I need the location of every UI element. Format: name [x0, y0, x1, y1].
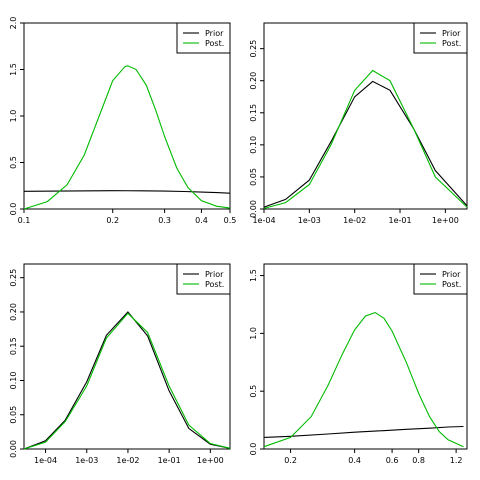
series-line-post [263, 69, 468, 209]
x-tick-label: 0.1 [18, 216, 31, 225]
y-tick-label: 0.10 [249, 136, 258, 154]
x-tick-label: 1e-03 [298, 216, 321, 225]
legend-box [413, 263, 468, 295]
x-tick-label: 0.6 [386, 456, 399, 465]
x-tick-label: 1e-01 [158, 456, 181, 465]
plot-box [263, 22, 468, 210]
legend-box [413, 22, 468, 54]
plot-box [263, 263, 468, 450]
legend-label: Post. [205, 280, 224, 289]
y-tick-label: 0.15 [9, 337, 18, 355]
y-tick-label: 0.05 [9, 406, 18, 424]
y-tick-label: 0.25 [249, 40, 258, 58]
x-tick-label: 1e+00 [432, 216, 459, 225]
legend-label: Post. [442, 39, 461, 48]
legend-label: Post. [205, 39, 224, 48]
x-tick-label: 1e-03 [75, 456, 98, 465]
x-tick-label: 0.5 [224, 216, 237, 225]
legend-label: Post. [442, 280, 461, 289]
x-tick-label: 0.3 [158, 216, 171, 225]
legend-label: Prior [442, 29, 461, 38]
y-tick-label: 0.20 [249, 72, 258, 90]
x-tick-label: 0.2 [284, 456, 297, 465]
y-tick-label: 0.5 [249, 385, 258, 398]
series-line-post [23, 65, 231, 210]
y-tick-label: 0.10 [9, 372, 18, 390]
chart-panel-2: 1e-04 1e-03 1e-02 1e-01 1e+00 0.00 0.05 0.10 0.1… [249, 22, 468, 225]
y-tick-label: 0.00 [9, 440, 18, 458]
legend-box [176, 22, 231, 54]
y-tick-label: 0.05 [249, 168, 258, 186]
x-tick-label: 0.4 [348, 456, 361, 465]
series-line-prior [23, 311, 231, 450]
x-tick-label: 1e-04 [34, 456, 57, 465]
x-tick-label: 1.2 [450, 456, 463, 465]
x-tick-label: 1e-02 [343, 216, 366, 225]
chart-panel-3: 1e-04 1e-03 1e-02 1e-01 1e+00 0.00 0.05 0.10 0.1… [9, 263, 231, 465]
legend-box [176, 263, 231, 295]
x-tick-label: 0.4 [195, 216, 208, 225]
y-tick-label: 0.0 [249, 443, 258, 456]
y-tick-label: 0.5 [9, 156, 18, 169]
plot-box [23, 263, 231, 450]
legend-label: Prior [205, 29, 224, 38]
series-line-prior [23, 190, 231, 194]
y-tick-label: 1.5 [9, 63, 18, 76]
y-tick-label: 0.25 [9, 269, 18, 287]
x-tick-label: 1e+00 [197, 456, 224, 465]
y-tick-label: 1.0 [249, 327, 258, 340]
y-tick-label: 1.0 [9, 110, 18, 123]
legend-label: Prior [442, 270, 461, 279]
y-tick-label: 0.15 [249, 104, 258, 122]
x-tick-label: 0.2 [106, 216, 119, 225]
series-line-post [23, 312, 231, 450]
x-tick-label: 0.8 [412, 456, 425, 465]
legend-label: Prior [205, 270, 224, 279]
x-tick-label: 1e-02 [116, 456, 139, 465]
y-tick-label: 1.5 [249, 269, 258, 282]
y-tick-label: 0.00 [249, 200, 258, 218]
series-line-prior [263, 425, 464, 438]
series-line-post [263, 311, 464, 448]
x-tick-label: 1e-04 [252, 216, 275, 225]
x-tick-label: 1e-01 [388, 216, 411, 225]
series-line-prior [263, 80, 468, 208]
y-tick-label: 2.0 [9, 17, 18, 30]
y-tick-label: 0.20 [9, 303, 18, 321]
y-tick-label: 0.0 [9, 203, 18, 216]
